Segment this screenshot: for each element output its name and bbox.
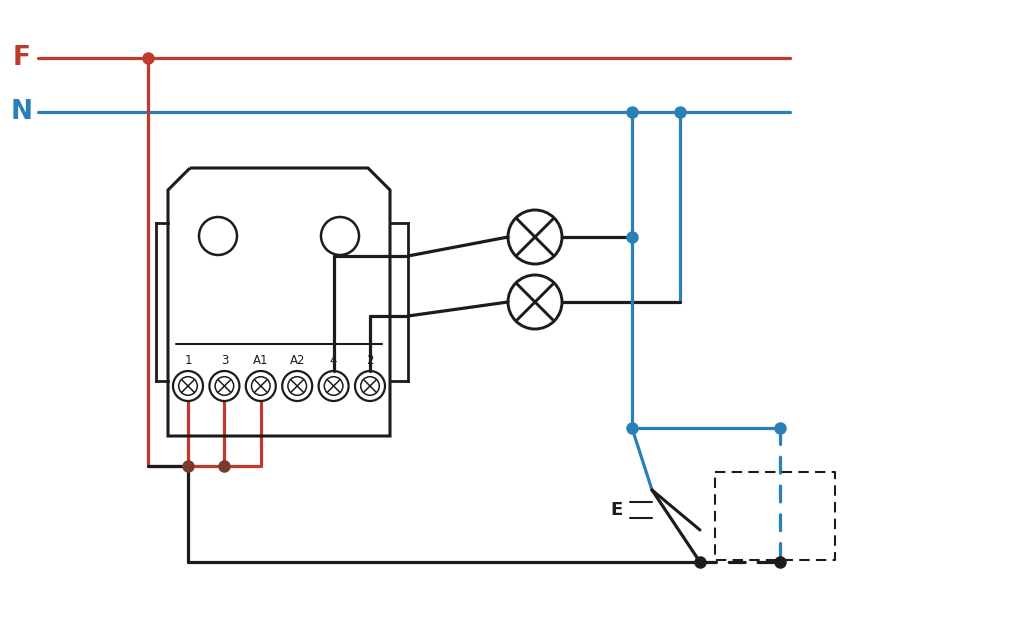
Text: E: E [611,501,624,519]
Text: 1: 1 [184,354,191,367]
Text: N: N [11,99,33,125]
Text: 3: 3 [221,354,228,367]
Text: 4: 4 [330,354,337,367]
Text: A1: A1 [253,354,268,367]
Text: 2: 2 [367,354,374,367]
Text: F: F [13,45,31,71]
Text: A2: A2 [290,354,305,367]
